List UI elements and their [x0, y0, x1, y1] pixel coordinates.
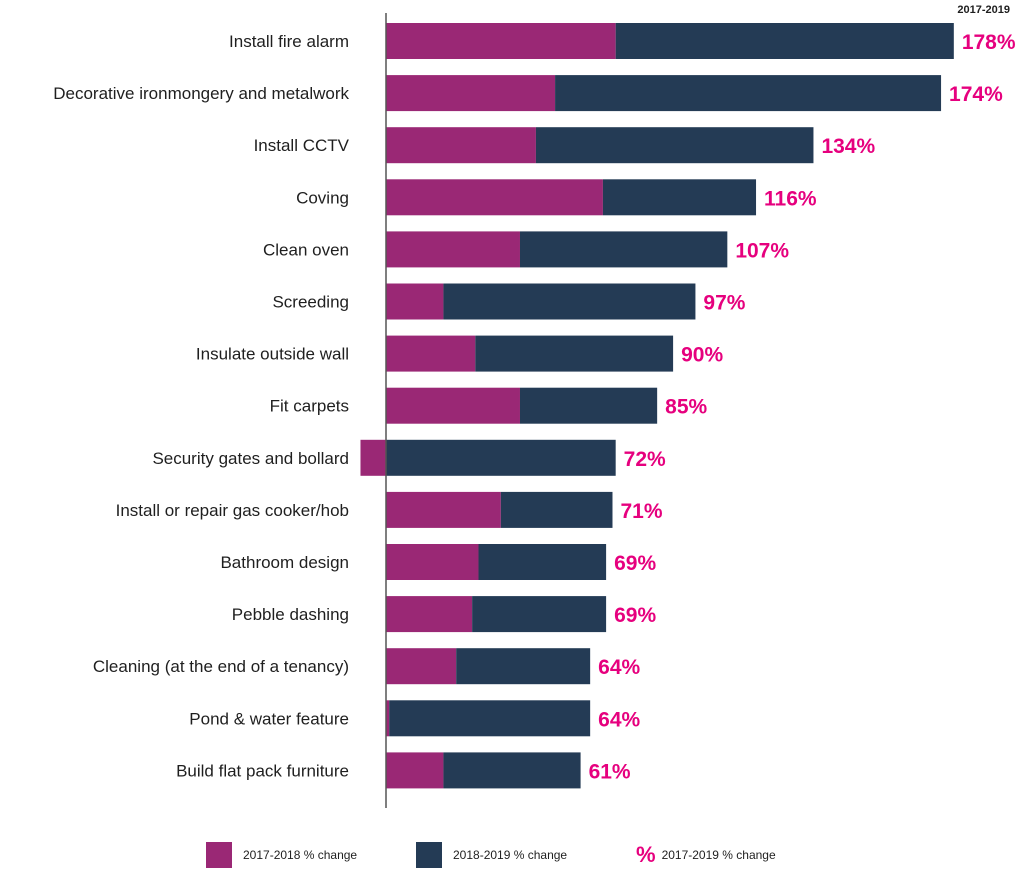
legend: 2017-2018 % change 2018-2019 % change % …	[0, 838, 1024, 872]
bar-segment-2018-2019	[519, 231, 728, 268]
total-change-label: 174%	[949, 83, 1003, 106]
legend-label-2018-2019: 2018-2019 % change	[453, 848, 568, 862]
category-label: Install fire alarm	[229, 32, 349, 51]
bar-segment-2018-2019	[443, 283, 696, 320]
bar-segment-2018-2019	[472, 596, 607, 633]
category-label: Coving	[296, 188, 349, 207]
category-label: Cleaning (at the end of a tenancy)	[93, 657, 349, 676]
category-label: Pebble dashing	[232, 605, 349, 624]
bar-segment-2018-2019	[555, 75, 942, 112]
bar-segment-2018-2019	[389, 700, 591, 737]
bar-segment-2017-2018	[386, 335, 476, 372]
category-label: Build flat pack furniture	[176, 761, 349, 780]
category-label: Screeding	[272, 293, 349, 312]
bar-segment-2017-2018	[386, 596, 473, 633]
total-change-label: 64%	[598, 656, 640, 679]
category-label: Fit carpets	[270, 397, 349, 416]
legend-label-2017-2018: 2017-2018 % change	[243, 848, 358, 862]
bar-segment-2017-2018	[386, 387, 520, 424]
bar-segment-2017-2018	[386, 648, 457, 685]
total-change-label: 71%	[620, 500, 662, 523]
bar-segment-2018-2019	[535, 127, 814, 164]
legend-item-2017-2018: 2017-2018 % change	[206, 838, 357, 872]
bar-segment-2017-2018	[386, 752, 444, 789]
bar-segment-2018-2019	[500, 491, 613, 528]
total-change-label: 61%	[589, 760, 631, 783]
bar-segment-2017-2018	[360, 439, 386, 476]
bar-segment-2017-2018	[386, 127, 536, 164]
category-label: Insulate outside wall	[196, 345, 349, 364]
bar-segment-2018-2019	[386, 439, 616, 476]
bar-segment-2017-2018	[386, 75, 556, 112]
total-change-label: 97%	[703, 292, 745, 315]
total-change-label: 134%	[821, 135, 875, 158]
category-label: Install CCTV	[254, 136, 350, 155]
bar-segment-2018-2019	[475, 335, 674, 372]
legend-label-2017-2019: 2017-2019 % change	[661, 848, 776, 862]
bar-segment-2017-2018	[386, 231, 520, 268]
legend-swatch-2017-2018	[206, 842, 232, 868]
total-change-label: 69%	[614, 604, 656, 627]
bar-segment-2017-2018	[386, 23, 616, 59]
bar-segment-2017-2018	[386, 283, 444, 320]
bar-segment-2017-2018	[386, 544, 479, 580]
bar-segment-2018-2019	[478, 544, 607, 580]
category-label: Bathroom design	[220, 553, 349, 572]
total-change-label: 107%	[735, 239, 789, 262]
column-header: 2017-2019	[957, 4, 1010, 16]
bar-segment-2017-2018	[386, 491, 501, 528]
category-label: Decorative ironmongery and metalwork	[53, 84, 349, 103]
bar-segment-2018-2019	[615, 23, 954, 59]
bar-segment-2018-2019	[456, 648, 591, 685]
category-label: Clean oven	[263, 240, 349, 259]
bar-segment-2018-2019	[443, 752, 581, 789]
total-change-label: 90%	[681, 344, 723, 367]
total-change-label: 72%	[624, 448, 666, 471]
bar-segment-2018-2019	[602, 179, 757, 216]
category-label: Security gates and bollard	[152, 449, 349, 468]
total-change-label: 64%	[598, 708, 640, 731]
bar-segment-2017-2018	[386, 179, 603, 216]
legend-percent-symbol: %	[636, 842, 656, 867]
total-change-label: 69%	[614, 552, 656, 575]
total-change-label: 85%	[665, 396, 707, 419]
category-label: Install or repair gas cooker/hob	[116, 501, 349, 520]
legend-swatch-2018-2019	[416, 842, 442, 868]
legend-item-2018-2019: 2018-2019 % change	[416, 838, 567, 872]
category-label: Pond & water feature	[189, 709, 349, 728]
legend-item-2017-2019: % 2017-2019 % change	[636, 838, 776, 872]
total-change-label: 178%	[962, 31, 1016, 54]
total-change-label: 116%	[764, 187, 817, 210]
bar-segment-2018-2019	[519, 387, 658, 424]
bar-segment-2017-2018	[386, 700, 390, 737]
